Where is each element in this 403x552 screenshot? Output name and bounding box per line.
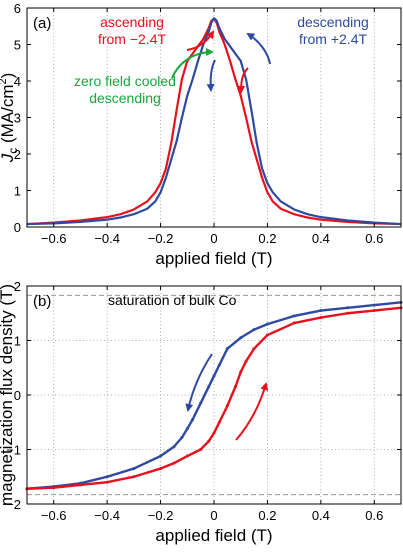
b-series-0-point-11 bbox=[207, 385, 211, 389]
a-ytick-label-1: 1 bbox=[14, 184, 21, 199]
a-ytick-label-0: 0 bbox=[14, 220, 21, 235]
a-ylabel-close: ) bbox=[0, 73, 17, 79]
b-xtick-label-2: −0.2 bbox=[148, 508, 174, 523]
b-series-1-point-14 bbox=[239, 370, 243, 374]
a-ylabel: Jc (MA/cm2) bbox=[0, 73, 20, 164]
a-series-line-1 bbox=[26, 17, 402, 226]
a-xtick-label-4: 0.2 bbox=[258, 231, 276, 246]
b-series-0-point-16 bbox=[172, 445, 176, 449]
b-arrow-blue bbox=[185, 353, 213, 412]
panel-a-chart: −0.6 −0.4 −0.2 0 0.2 0.4 0.6 0 1 2 3 4 5 6 applied fie… bbox=[0, 1, 402, 268]
b-series-0-point-3 bbox=[319, 309, 323, 313]
b-series-1-point-18 bbox=[292, 321, 296, 325]
b-series-1-point-3 bbox=[105, 480, 109, 484]
a-ytick-label-6: 6 bbox=[14, 1, 21, 16]
a-ytick-label-3: 3 bbox=[14, 111, 21, 126]
b-series-1-point-8 bbox=[199, 448, 203, 451]
a-ylabel-superscript: 2 bbox=[0, 78, 9, 84]
b-series-0-point-4 bbox=[292, 314, 296, 318]
b-series-0-point-8 bbox=[225, 347, 229, 351]
panel-b-chart: −0.6 −0.4 −0.2 0 0.2 0.4 0.6 −2 −1 0 1 2 applied fie… bbox=[0, 279, 403, 545]
b-series-0-point-5 bbox=[265, 322, 269, 326]
b-series-1-point-13 bbox=[233, 385, 237, 389]
a-arrow-red-lower bbox=[237, 67, 249, 94]
b-series-1-point-6 bbox=[172, 461, 176, 465]
a-annotation-zfc-line1: zero field cooled bbox=[74, 73, 176, 89]
b-series-0-point-18 bbox=[132, 467, 136, 471]
a-arrow-blue-lower bbox=[206, 59, 216, 92]
a-arrow-green bbox=[171, 48, 214, 79]
a-arrow-red-upper bbox=[186, 30, 215, 51]
b-series-0-point-10 bbox=[212, 374, 216, 378]
a-xlabel: applied field (T) bbox=[155, 249, 272, 268]
b-series-0-point-6 bbox=[252, 328, 256, 332]
b-saturation-label: saturation of bulk Co bbox=[108, 292, 237, 308]
b-xtick-label-4: 0.2 bbox=[258, 508, 276, 523]
b-series-1-point-16 bbox=[252, 347, 256, 351]
b-series-0-point-2 bbox=[346, 306, 350, 310]
b-series-1-point-17 bbox=[265, 333, 269, 337]
b-series-1-point-4 bbox=[132, 475, 136, 479]
b-xlabel: applied field (T) bbox=[155, 526, 272, 545]
b-xtick-label-3: 0 bbox=[210, 508, 217, 523]
a-annotation-zfc-line2: descending bbox=[89, 90, 161, 106]
b-series-0-point-15 bbox=[180, 436, 184, 440]
b-series-0-point-17 bbox=[159, 454, 163, 458]
a-xtick-label-2: −0.2 bbox=[148, 231, 174, 246]
b-series-1-point-12 bbox=[225, 404, 229, 408]
a-arrow-blue-upper bbox=[246, 32, 271, 65]
a-ytick-label-2: 2 bbox=[14, 147, 21, 162]
b-series-1-point-21 bbox=[372, 309, 376, 313]
b-series-0-point-12 bbox=[199, 401, 203, 405]
a-annotation-ascending-line1: ascending bbox=[100, 14, 164, 30]
b-series-0-point-1 bbox=[372, 303, 376, 307]
b-ytick-label-3: 1 bbox=[14, 334, 21, 349]
b-ytick-label-1: −1 bbox=[6, 443, 21, 458]
b-series-1-point-2 bbox=[78, 483, 82, 487]
a-xtick-label-0: −0.6 bbox=[41, 231, 67, 246]
b-series-0-point-13 bbox=[191, 418, 195, 422]
b-series-1-point-9 bbox=[207, 439, 211, 443]
b-series-1-point-1 bbox=[52, 486, 56, 490]
b-series-1-point-11 bbox=[217, 420, 221, 424]
b-series-0-point-14 bbox=[185, 427, 189, 431]
b-ytick-label-2: 0 bbox=[14, 388, 21, 403]
b-ylabel: magnetization flux density (T) bbox=[0, 284, 16, 506]
b-series-0-point-7 bbox=[239, 336, 243, 340]
b-ytick-label-0: −2 bbox=[6, 497, 21, 512]
a-xtick-label-1: −0.4 bbox=[94, 231, 120, 246]
b-series-line-0 bbox=[26, 301, 402, 490]
a-annotation-descending-line2: from +2.4T bbox=[299, 31, 368, 47]
a-ylabel-subscript: c bbox=[6, 148, 20, 154]
a-annotation-descending-line1: descending bbox=[297, 14, 369, 30]
a-ytick-label-4: 4 bbox=[14, 74, 21, 89]
a-annotation-ascending-line2: from −2.4T bbox=[98, 31, 167, 47]
b-series-1-point-10 bbox=[212, 431, 216, 435]
b-series-1-point-15 bbox=[244, 359, 248, 363]
b-xtick-label-5: 0.4 bbox=[312, 508, 330, 523]
b-ytick-label-4: 2 bbox=[14, 279, 21, 294]
a-panel-label: (a) bbox=[33, 15, 51, 32]
b-arrow-red bbox=[235, 382, 269, 441]
b-xtick-label-1: −0.4 bbox=[94, 508, 120, 523]
a-ylabel-main: J bbox=[0, 153, 17, 163]
b-xtick-label-0: −0.6 bbox=[41, 508, 67, 523]
b-xtick-label-6: 0.6 bbox=[365, 508, 383, 523]
a-xtick-label-3: 0 bbox=[210, 231, 217, 246]
b-series-0-point-19 bbox=[105, 475, 109, 479]
b-series-1-point-19 bbox=[319, 316, 323, 320]
a-ylabel-unit: (MA/cm bbox=[0, 85, 17, 148]
a-series-line-0 bbox=[26, 17, 402, 226]
b-series-1-point-20 bbox=[346, 311, 350, 315]
b-panel-label: (b) bbox=[33, 293, 51, 310]
b-series-1-point-7 bbox=[185, 454, 189, 458]
a-xtick-label-5: 0.4 bbox=[312, 231, 330, 246]
a-xtick-label-6: 0.6 bbox=[365, 231, 383, 246]
b-series-1-point-5 bbox=[159, 467, 163, 471]
a-ytick-label-5: 5 bbox=[14, 38, 21, 53]
b-series-0-point-9 bbox=[217, 363, 221, 367]
